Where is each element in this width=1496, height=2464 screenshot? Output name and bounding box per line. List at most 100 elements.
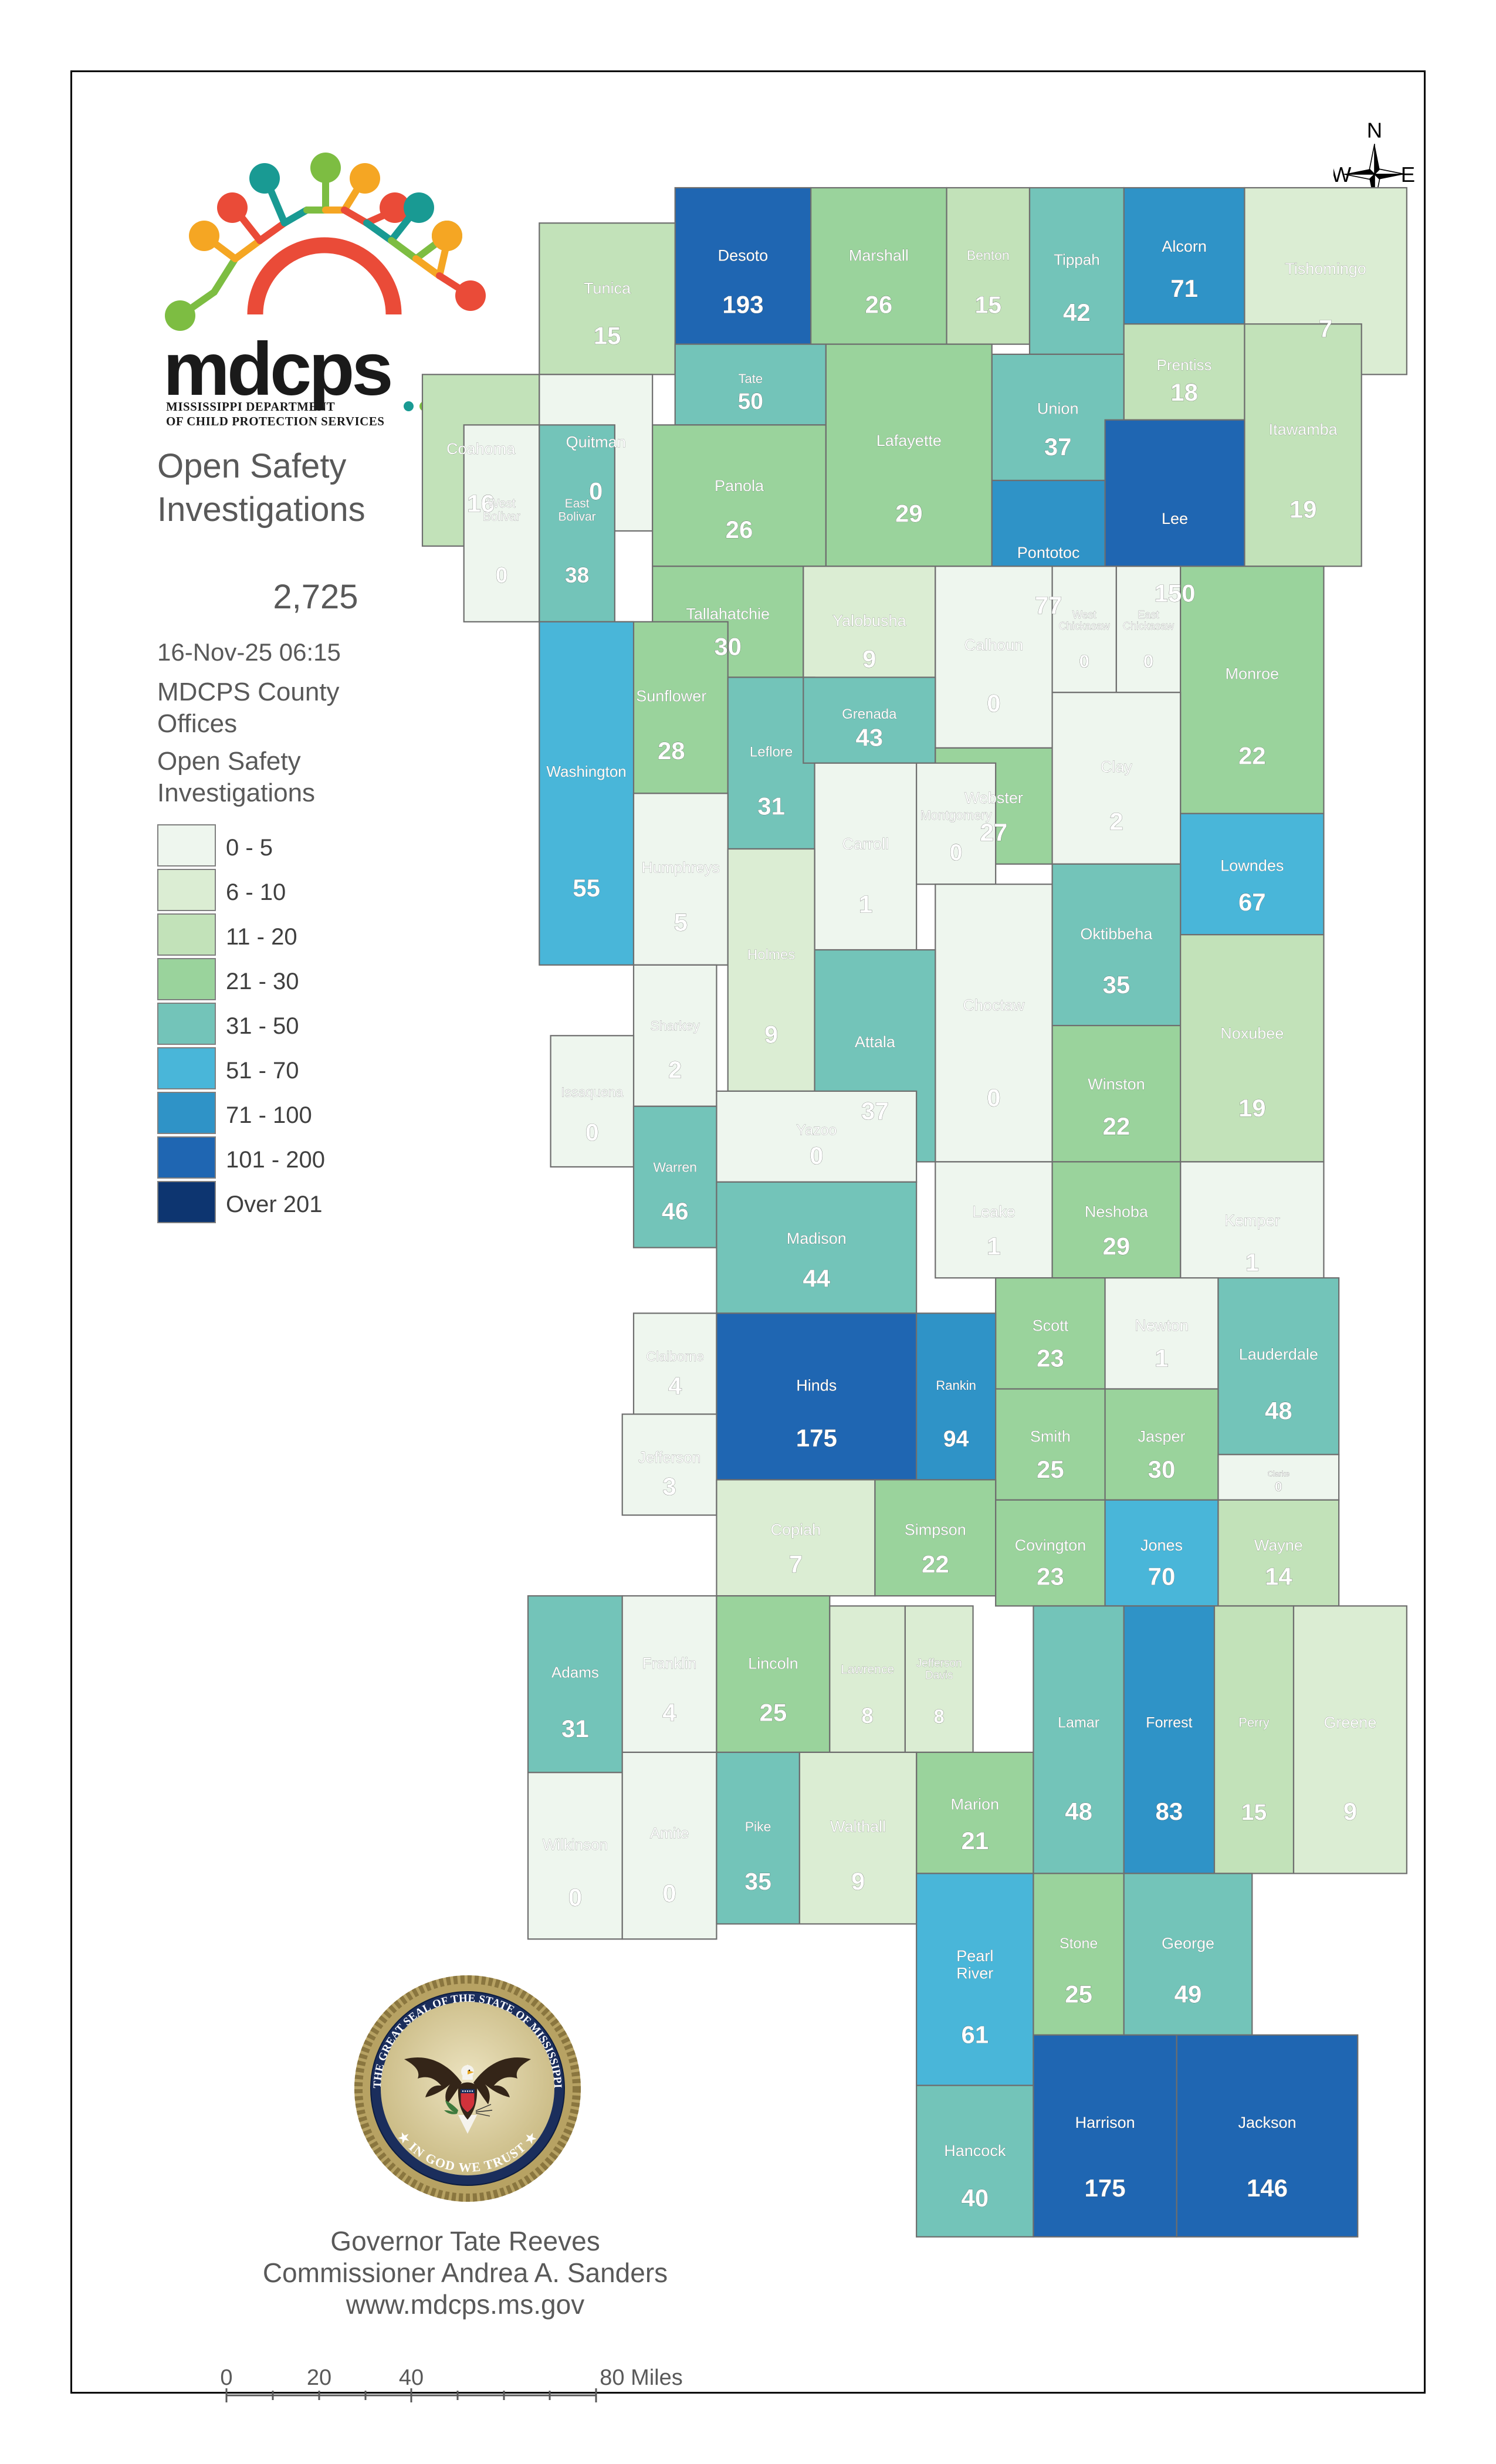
svg-text:Sunflower: Sunflower — [636, 688, 706, 705]
svg-text:94: 94 — [943, 1427, 969, 1452]
svg-text:15: 15 — [974, 291, 1001, 318]
svg-text:77: 77 — [1035, 591, 1062, 619]
svg-text:25: 25 — [760, 1699, 787, 1727]
svg-text:30: 30 — [1148, 1456, 1176, 1483]
svg-text:46: 46 — [662, 1197, 689, 1224]
svg-text:Chickasaw: Chickasaw — [1123, 620, 1175, 632]
svg-text:0: 0 — [1143, 651, 1153, 671]
svg-text:Choctaw: Choctaw — [963, 996, 1025, 1014]
svg-text:9: 9 — [851, 1867, 865, 1895]
svg-text:Tippah: Tippah — [1054, 251, 1100, 269]
svg-text:25: 25 — [1065, 1981, 1092, 2008]
svg-text:48: 48 — [1265, 1397, 1292, 1424]
svg-text:Harrison: Harrison — [1075, 2114, 1135, 2131]
svg-text:Winston: Winston — [1088, 1075, 1145, 1093]
svg-text:8: 8 — [861, 1704, 874, 1728]
svg-text:Humphreys: Humphreys — [642, 859, 720, 876]
svg-text:40: 40 — [961, 2184, 989, 2212]
svg-text:Lauderdale: Lauderdale — [1239, 1346, 1318, 1363]
svg-text:9: 9 — [862, 645, 876, 672]
svg-text:1: 1 — [1155, 1345, 1168, 1372]
svg-text:2: 2 — [1109, 807, 1123, 835]
svg-text:Bolivar: Bolivar — [558, 510, 595, 524]
svg-text:55: 55 — [573, 874, 600, 902]
svg-text:Grenada: Grenada — [842, 706, 897, 722]
svg-text:8: 8 — [934, 1705, 945, 1727]
svg-text:Adams: Adams — [551, 1663, 599, 1681]
svg-text:Wilkinson: Wilkinson — [543, 1836, 608, 1853]
svg-text:0: 0 — [987, 689, 1000, 717]
svg-text:0: 0 — [568, 1883, 582, 1911]
svg-text:Pearl: Pearl — [956, 1947, 993, 1965]
svg-text:15: 15 — [1241, 1800, 1267, 1825]
svg-text:West: West — [1072, 609, 1096, 621]
svg-text:Panola: Panola — [715, 477, 764, 495]
svg-text:Desoto: Desoto — [718, 246, 769, 264]
svg-text:Kemper: Kemper — [1224, 1212, 1280, 1230]
svg-text:Benton: Benton — [967, 248, 1010, 263]
svg-text:37: 37 — [1044, 433, 1072, 461]
svg-text:18: 18 — [1170, 378, 1198, 406]
svg-text:0: 0 — [496, 563, 508, 587]
svg-text:Hancock: Hancock — [944, 2142, 1006, 2160]
svg-text:Prentiss: Prentiss — [1157, 356, 1212, 374]
svg-text:37: 37 — [861, 1097, 889, 1125]
svg-text:Walthall: Walthall — [830, 1818, 886, 1836]
svg-text:150: 150 — [1154, 579, 1195, 607]
svg-text:22: 22 — [922, 1551, 949, 1578]
svg-text:Alcorn: Alcorn — [1162, 238, 1207, 255]
svg-text:9: 9 — [1343, 1798, 1357, 1825]
svg-text:Quitman: Quitman — [566, 434, 626, 451]
svg-text:71: 71 — [1170, 275, 1198, 302]
svg-text:Madison: Madison — [787, 1230, 847, 1247]
svg-text:Franklin: Franklin — [642, 1654, 696, 1672]
svg-text:0: 0 — [662, 1880, 676, 1907]
svg-text:48: 48 — [1065, 1798, 1092, 1825]
svg-text:22: 22 — [1103, 1112, 1131, 1140]
svg-text:Marion: Marion — [951, 1796, 1000, 1813]
svg-text:0: 0 — [987, 1084, 1000, 1112]
svg-text:175: 175 — [796, 1424, 837, 1452]
svg-text:Union: Union — [1037, 400, 1079, 417]
svg-text:9: 9 — [764, 1020, 778, 1048]
svg-text:Washington: Washington — [546, 763, 626, 780]
svg-text:Clay: Clay — [1101, 758, 1133, 776]
svg-text:East: East — [1138, 609, 1159, 621]
svg-text:70: 70 — [1148, 1562, 1176, 1590]
svg-text:Bolivar: Bolivar — [483, 510, 520, 524]
svg-text:Lincoln: Lincoln — [748, 1655, 798, 1673]
svg-text:31: 31 — [561, 1715, 589, 1742]
svg-text:Scott: Scott — [1033, 1316, 1069, 1334]
svg-text:193: 193 — [722, 290, 763, 318]
svg-text:83: 83 — [1156, 1798, 1183, 1825]
svg-text:25: 25 — [1037, 1456, 1064, 1483]
svg-text:Monroe: Monroe — [1226, 665, 1280, 683]
svg-text:Amite: Amite — [650, 1825, 689, 1842]
svg-text:23: 23 — [1037, 1345, 1064, 1372]
svg-text:Jones: Jones — [1140, 1536, 1183, 1554]
svg-text:Jefferson: Jefferson — [638, 1448, 700, 1466]
svg-text:28: 28 — [658, 737, 685, 764]
svg-text:4: 4 — [668, 1372, 682, 1399]
svg-text:26: 26 — [726, 516, 753, 543]
svg-text:Noxubee: Noxubee — [1220, 1025, 1284, 1043]
svg-text:Chickasaw: Chickasaw — [1059, 620, 1111, 632]
svg-text:Claiborne: Claiborne — [646, 1349, 703, 1364]
svg-text:15: 15 — [594, 322, 621, 350]
svg-text:Oktibbeha: Oktibbeha — [1080, 925, 1153, 943]
svg-text:Tallahatchie: Tallahatchie — [686, 605, 770, 622]
svg-text:146: 146 — [1247, 2174, 1288, 2202]
svg-text:0: 0 — [810, 1142, 823, 1169]
svg-text:35: 35 — [1103, 971, 1131, 999]
svg-text:Rankin: Rankin — [936, 1378, 976, 1393]
svg-text:0: 0 — [589, 478, 603, 505]
svg-text:30: 30 — [714, 633, 742, 661]
svg-text:Covington: Covington — [1015, 1536, 1087, 1554]
svg-text:Wayne: Wayne — [1254, 1536, 1303, 1554]
svg-text:Leake: Leake — [972, 1203, 1016, 1220]
svg-text:Carroll: Carroll — [842, 835, 889, 853]
svg-text:Davis: Davis — [925, 1669, 953, 1681]
svg-text:61: 61 — [961, 2020, 989, 2048]
svg-text:Greene: Greene — [1324, 1714, 1376, 1731]
svg-text:42: 42 — [1063, 299, 1091, 326]
